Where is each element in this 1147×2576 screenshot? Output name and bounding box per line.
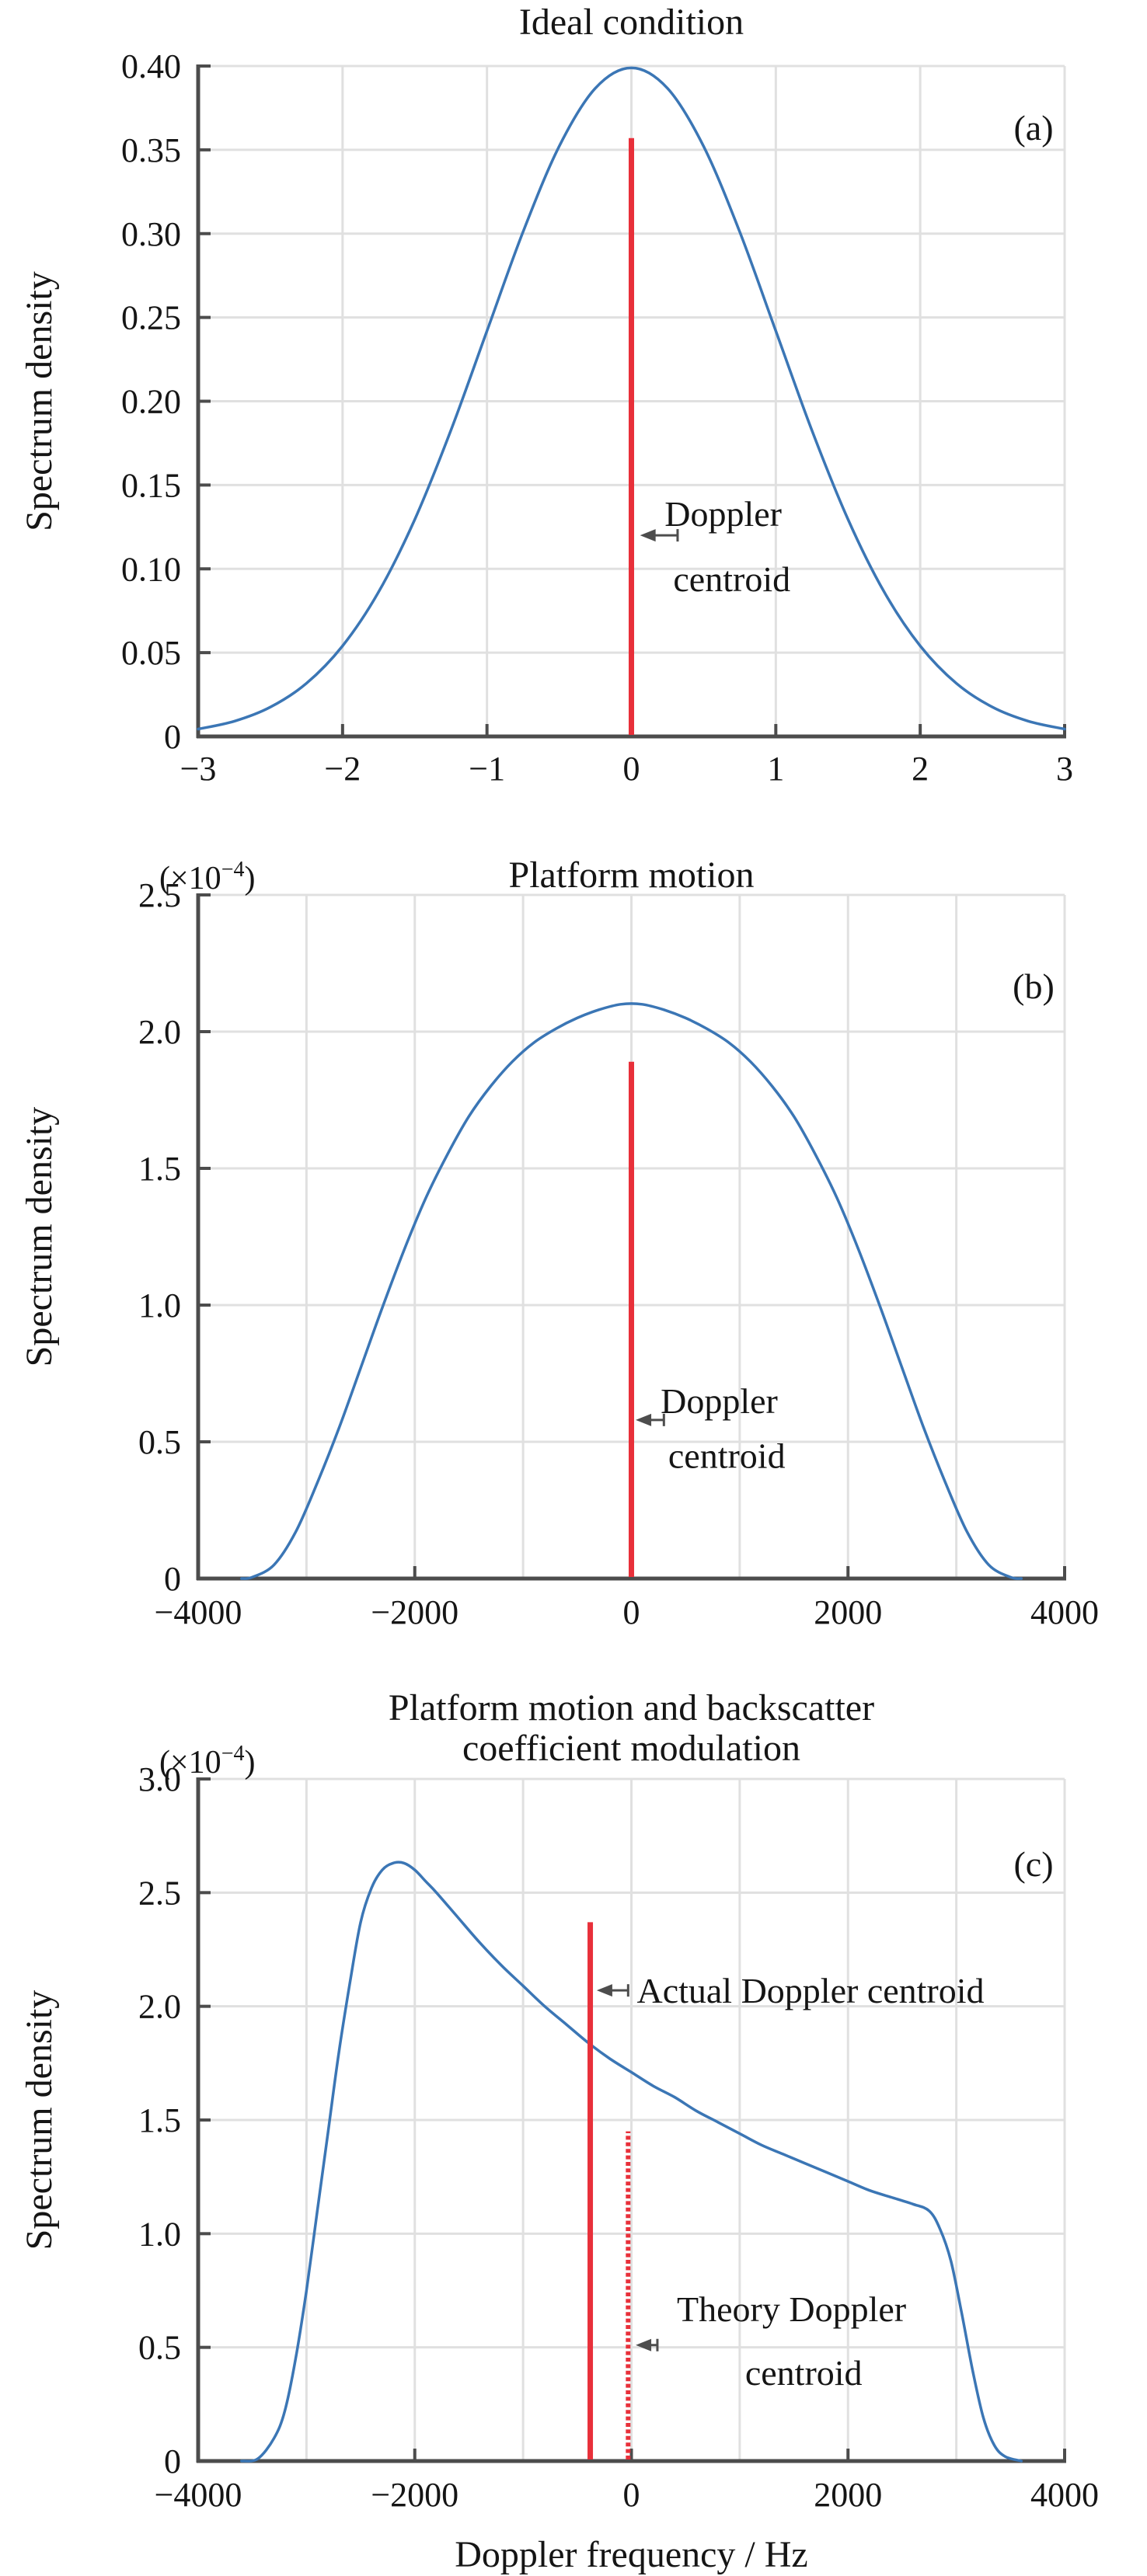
x-tick-label: −2 <box>324 750 361 788</box>
y-tick-label: 1.0 <box>138 2215 181 2253</box>
chart-title: Platform motion and backscatter <box>389 1694 874 1728</box>
y-tick-label: 0.20 <box>121 383 181 421</box>
y-tick-label: 1.5 <box>138 2101 181 2139</box>
annotation-text: centroid <box>745 2353 863 2393</box>
chart-b-canvas: 0 0.5 1.0 1.5 2.0 2.5 −4000 −2000 0 2000 4000 Doppl… <box>19 855 1099 1631</box>
spectrum-density-curve <box>240 1861 1023 2463</box>
x-tick-label: 2000 <box>814 1593 882 1631</box>
annotation-text: Doppler <box>664 494 782 534</box>
y-tick-label: 0 <box>164 1560 181 1598</box>
x-tick-label: 2 <box>912 750 929 788</box>
y-tick-label: 0.30 <box>121 215 181 253</box>
x-tick-label: 0 <box>623 750 640 788</box>
chart-panel-b: 0 0.5 1.0 1.5 2.0 2.5 −4000 −2000 0 2000 4000 Doppl… <box>0 839 1147 1694</box>
y-tick-label: 0.40 <box>121 47 181 85</box>
x-tick-label: 4000 <box>1030 2476 1099 2514</box>
chart-title: Platform motion <box>509 855 755 896</box>
annotation-text: Doppler <box>661 1381 778 1421</box>
annotation-arrow-head <box>636 2338 652 2351</box>
x-tick-label: 0 <box>623 2476 640 2514</box>
x-tick-label: 4000 <box>1030 1593 1099 1631</box>
x-tick-label: −2000 <box>371 2476 458 2514</box>
x-tick-label: −4000 <box>155 1593 242 1631</box>
y-scale-label: (×10−4) <box>159 858 255 896</box>
annotation-arrow-head <box>640 529 656 542</box>
y-tick-label: 0.35 <box>121 131 181 169</box>
chart-a-canvas: 0 0.05 0.10 0.15 0.20 0.25 0.30 0.35 0.40 −3 −2 −1 0… <box>19 2 1073 788</box>
y-tick-label: 2.5 <box>138 876 181 914</box>
y-axis-title: Spectrum density <box>19 271 60 531</box>
y-tick-label: 0.5 <box>138 2329 181 2367</box>
chart-c-canvas: 0 0.5 1.0 1.5 2.0 2.5 3.0 −4000 −2000 0 2000 4000 Ac… <box>19 1694 1099 2575</box>
chart-panel-a: 0 0.05 0.10 0.15 0.20 0.25 0.30 0.35 0.40 −3 −2 −1 0… <box>0 0 1147 839</box>
panel-label: (a) <box>1013 108 1053 148</box>
y-axis-title: Spectrum density <box>19 1990 60 2251</box>
y-tick-label: 0.5 <box>138 1423 181 1461</box>
x-tick-label: −1 <box>469 750 505 788</box>
x-tick-label: 3 <box>1056 750 1073 788</box>
y-tick-label: 0 <box>164 718 181 756</box>
chart-title: Ideal condition <box>519 2 744 43</box>
y-tick-label: 0.25 <box>121 299 181 337</box>
y-tick-label: 0 <box>164 2442 181 2480</box>
y-tick-label: 1.0 <box>138 1286 181 1325</box>
chart-title: coefficient modulation <box>462 1728 800 1769</box>
spectrum-density-curve <box>240 1002 1023 1580</box>
y-tick-label: 0.10 <box>121 550 181 588</box>
y-tick-label: 0.05 <box>121 634 181 672</box>
y-tick-label: 3.0 <box>138 1760 181 1798</box>
y-scale-label: (×10−4) <box>159 1742 255 1781</box>
annotation-arrow-head <box>636 1413 652 1426</box>
x-tick-label: −3 <box>180 750 217 788</box>
panel-label: (c) <box>1013 1844 1053 1884</box>
y-tick-label: 2.0 <box>138 1988 181 2026</box>
annotation-arrow-head <box>596 1984 612 1997</box>
annotation-text: centroid <box>668 1436 786 1476</box>
x-tick-label: 1 <box>767 750 784 788</box>
y-tick-label: 2.0 <box>138 1013 181 1051</box>
x-tick-label: −2000 <box>371 1593 458 1631</box>
x-tick-label: −4000 <box>155 2476 242 2514</box>
chart-panel-c: 0 0.5 1.0 1.5 2.0 2.5 3.0 −4000 −2000 0 2000 4000 Ac… <box>0 1694 1147 2576</box>
y-axis-title: Spectrum density <box>19 1107 60 1367</box>
annotation-text: Actual Doppler centroid <box>636 1971 984 2010</box>
panel-label: (b) <box>1013 966 1055 1006</box>
x-axis-title: Doppler frequency / Hz <box>455 2534 807 2575</box>
annotation-text: Theory Doppler <box>677 2289 906 2329</box>
annotation-text: centroid <box>673 559 790 599</box>
y-tick-label: 0.15 <box>121 466 181 504</box>
spectrum-density-curve <box>197 66 1066 731</box>
x-tick-label: 2000 <box>814 2476 882 2514</box>
y-tick-label: 1.5 <box>138 1150 181 1188</box>
x-tick-label: 0 <box>623 1593 640 1631</box>
y-tick-label: 2.5 <box>138 1874 181 1912</box>
